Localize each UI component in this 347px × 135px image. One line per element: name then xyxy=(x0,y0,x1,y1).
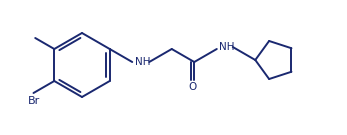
Text: O: O xyxy=(189,82,197,92)
Text: NH: NH xyxy=(135,57,151,67)
Text: NH: NH xyxy=(219,42,234,52)
Text: Br: Br xyxy=(27,96,40,106)
